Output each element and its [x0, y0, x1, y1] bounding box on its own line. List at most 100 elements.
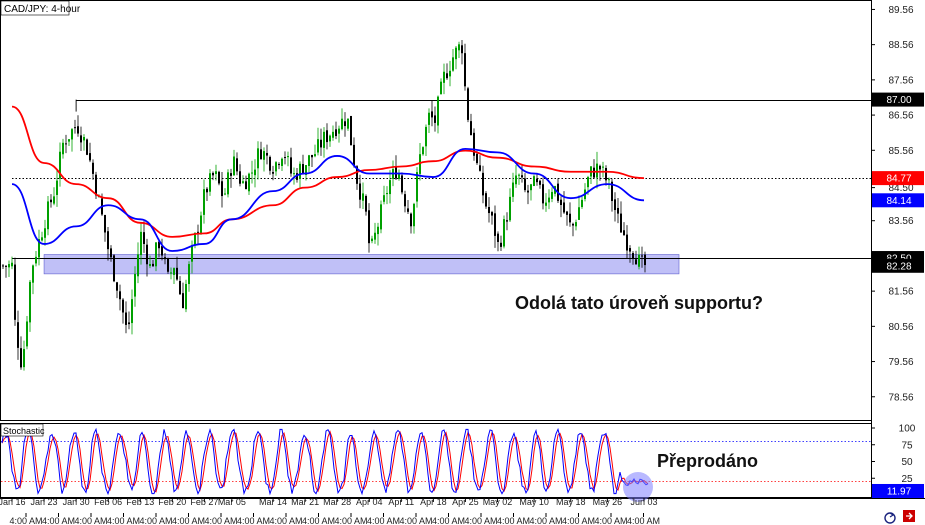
candle-body: [32, 265, 34, 283]
candle-body: [566, 211, 568, 215]
candle-body: [524, 178, 526, 191]
candle-body: [254, 169, 256, 176]
date-tick-label: May 18: [556, 497, 586, 507]
candle-body: [626, 234, 628, 251]
candle-body: [602, 166, 604, 168]
candle-body: [482, 172, 484, 196]
candle-body: [512, 182, 514, 197]
candle-body: [50, 199, 52, 203]
time-tick-label: 4:00 AM: [497, 516, 530, 525]
candle-body: [197, 231, 199, 233]
candle-body: [38, 239, 40, 258]
candle-body: [260, 149, 262, 160]
price-panel-frame: [0, 0, 872, 421]
candle-body: [545, 202, 547, 206]
candle-body: [20, 348, 22, 368]
candle-body: [56, 180, 58, 195]
candle-body: [377, 226, 379, 235]
time-tick-label: 4:00 AM: [594, 516, 627, 525]
time-tick-label: 4:00 AM: [9, 516, 42, 525]
candle-body: [77, 126, 79, 134]
price-tick-label: 83.56: [888, 216, 913, 227]
candle-body: [290, 157, 292, 174]
candle-body: [80, 135, 82, 143]
stochastic-main-line: [1, 427, 649, 496]
candle-body: [596, 163, 598, 178]
candle-body: [542, 184, 544, 204]
candle-body: [62, 142, 64, 155]
candle-body: [518, 174, 520, 176]
candle-body: [149, 264, 151, 267]
candle-body: [347, 118, 349, 129]
candle-body: [218, 171, 220, 184]
candle-body: [248, 173, 250, 192]
exit-icon[interactable]: [903, 510, 915, 522]
price-tick-label: 80.56: [888, 322, 913, 333]
date-tick-label: Apr 25: [452, 497, 479, 507]
candle-body: [560, 199, 562, 205]
time-tick-label: 4:00 AM: [367, 516, 400, 525]
candle-body: [155, 242, 157, 267]
support-question-annotation: Odolá tato úroveň supportu?: [515, 293, 763, 313]
date-tick-label: May 02: [483, 497, 513, 507]
candle-body: [467, 88, 469, 120]
candle-body: [563, 202, 565, 213]
svg-text:87.00: 87.00: [886, 95, 911, 106]
price-tick-label: 86.56: [888, 111, 913, 122]
candle-body: [461, 45, 463, 54]
candle-body: [179, 280, 181, 295]
candle-body: [551, 191, 553, 199]
chart-title-box: [0, 0, 70, 16]
price-tick-label: 84.50: [888, 183, 913, 194]
candle-body: [53, 196, 55, 204]
stochastic-tick-label: 75: [901, 440, 913, 451]
candle-body: [422, 147, 424, 155]
candle-body: [365, 195, 367, 212]
candlesticks: [2, 39, 646, 371]
candle-body: [503, 219, 505, 247]
candle-body: [236, 158, 238, 172]
candle-body: [116, 282, 118, 291]
time-tick-label: 4:00 AM: [399, 516, 432, 525]
candle-body: [47, 201, 49, 230]
candle-body: [452, 57, 454, 71]
stochastic-tick-label: 100: [899, 424, 916, 435]
candle-body: [479, 165, 481, 171]
candle-body: [194, 233, 196, 246]
svg-text:82.28: 82.28: [886, 261, 911, 272]
candle-body: [233, 156, 235, 176]
candle-body: [506, 220, 508, 222]
candle-body: [371, 238, 373, 242]
candle-body: [527, 190, 529, 193]
candle-body: [440, 81, 442, 95]
candle-body: [284, 157, 286, 159]
oversold-annotation: Přeprodáno: [657, 451, 758, 471]
candle-body: [644, 254, 646, 266]
candle-body: [104, 214, 106, 233]
date-tick-label: May 10: [519, 497, 549, 507]
refresh-icon[interactable]: [884, 512, 896, 524]
candle-body: [533, 176, 535, 186]
candle-body: [164, 257, 166, 260]
date-tick-label: Mar 14: [259, 497, 287, 507]
candle-body: [380, 204, 382, 230]
candle-body: [23, 348, 25, 368]
candle-body: [272, 172, 274, 174]
candle-body: [107, 231, 109, 250]
candle-body: [191, 245, 193, 262]
candle-body: [611, 181, 613, 202]
candle-body: [587, 177, 589, 188]
candle-body: [488, 206, 490, 214]
candle-body: [122, 299, 124, 313]
candle-body: [83, 137, 85, 141]
candle-body: [14, 264, 16, 320]
time-tick-label: 4:00 AM: [302, 516, 335, 525]
candle-body: [152, 263, 154, 267]
price-badge: 84.77: [872, 171, 924, 186]
candle-body: [599, 165, 601, 170]
candle-body: [329, 135, 331, 142]
candle-body: [110, 248, 112, 258]
candle-body: [491, 212, 493, 216]
candle-body: [185, 283, 187, 310]
candle-body: [242, 181, 244, 183]
